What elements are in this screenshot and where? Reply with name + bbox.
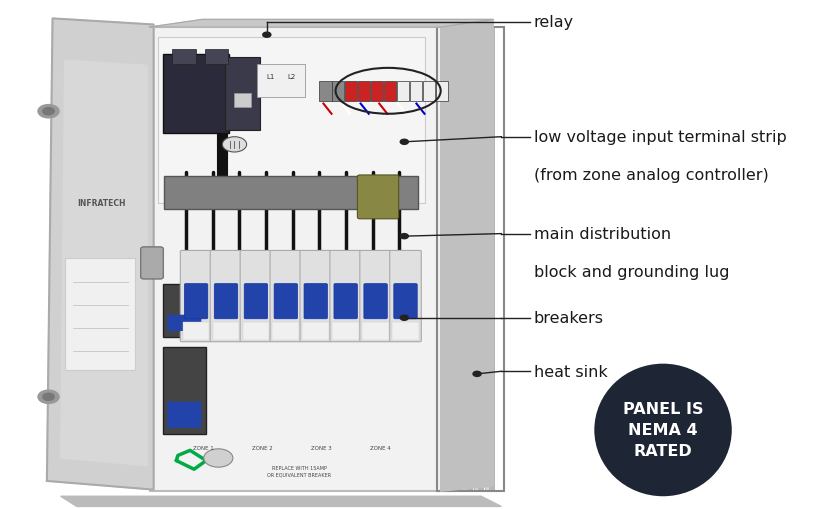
Bar [392,322,419,340]
Text: ZONE 3: ZONE 3 [312,445,332,450]
Bar [302,322,329,340]
FancyBboxPatch shape [66,259,135,370]
Text: REPLACE WITH 15AMP
OR EQUIVALENT BREAKER: REPLACE WITH 15AMP OR EQUIVALENT BREAKER [267,465,331,476]
Text: heat sink: heat sink [533,364,607,379]
Bar [333,322,359,340]
FancyBboxPatch shape [167,315,202,331]
Bar [384,81,396,102]
Bar [319,81,332,102]
Text: ZONE 4: ZONE 4 [370,445,391,450]
Bar [333,81,344,102]
FancyBboxPatch shape [181,251,212,342]
Bar [371,81,383,102]
Polygon shape [47,19,154,490]
Circle shape [38,390,59,404]
FancyBboxPatch shape [164,177,418,210]
FancyBboxPatch shape [210,251,242,342]
FancyBboxPatch shape [140,247,163,279]
Bar [457,28,461,491]
Circle shape [400,234,408,239]
Polygon shape [60,61,147,466]
Bar [452,28,455,491]
Text: PANEL IS
NEMA 4
RATED: PANEL IS NEMA 4 RATED [622,402,703,459]
FancyBboxPatch shape [270,251,302,342]
Circle shape [263,33,270,38]
Text: ZONE 2: ZONE 2 [252,445,273,450]
Bar [243,322,270,340]
Bar [463,28,466,491]
FancyBboxPatch shape [214,284,238,319]
Bar [491,28,494,491]
Bar [474,28,477,491]
FancyBboxPatch shape [304,284,328,319]
Bar [441,28,444,491]
FancyBboxPatch shape [162,348,206,434]
Text: relay: relay [533,15,574,31]
Text: low voltage input terminal strip: low voltage input terminal strip [533,130,786,145]
Text: main distribution: main distribution [533,227,671,242]
FancyBboxPatch shape [244,284,268,319]
Text: INFRATECH: INFRATECH [77,199,126,208]
Bar [410,81,422,102]
Circle shape [400,316,408,321]
Polygon shape [441,20,493,491]
FancyBboxPatch shape [274,284,297,319]
Bar [423,81,435,102]
Bar [183,322,209,340]
FancyBboxPatch shape [360,251,391,342]
Circle shape [400,140,408,145]
Bar [272,322,299,340]
Text: block and grounding lug: block and grounding lug [533,265,729,280]
Circle shape [473,372,481,377]
FancyBboxPatch shape [334,284,357,319]
Polygon shape [60,496,501,506]
FancyBboxPatch shape [390,251,422,342]
FancyBboxPatch shape [162,284,206,337]
Bar [485,28,489,491]
Circle shape [223,137,247,153]
FancyBboxPatch shape [240,251,271,342]
Circle shape [43,393,54,401]
Text: (from zone analog controller): (from zone analog controller) [533,168,769,183]
Bar [358,81,370,102]
Bar [397,81,409,102]
Bar [468,28,472,491]
FancyBboxPatch shape [364,284,387,319]
Polygon shape [150,20,493,28]
Circle shape [204,449,233,467]
Text: breakers: breakers [533,310,604,326]
FancyBboxPatch shape [150,28,444,491]
Bar [479,28,483,491]
FancyBboxPatch shape [225,58,260,131]
Circle shape [43,108,54,116]
FancyBboxPatch shape [330,251,361,342]
FancyBboxPatch shape [184,284,207,319]
FancyBboxPatch shape [167,402,202,428]
Bar [436,81,448,102]
FancyBboxPatch shape [234,94,251,107]
FancyBboxPatch shape [205,50,228,65]
FancyBboxPatch shape [163,54,228,134]
Bar [213,322,239,340]
FancyBboxPatch shape [394,284,417,319]
Circle shape [38,105,59,119]
FancyBboxPatch shape [257,65,305,98]
Bar [362,322,389,340]
Text: L2: L2 [287,74,296,80]
Bar [345,81,357,102]
FancyBboxPatch shape [300,251,332,342]
Ellipse shape [595,364,732,496]
Bar [446,28,450,491]
FancyBboxPatch shape [172,50,196,65]
Text: L1: L1 [267,74,276,80]
Text: ZONE 1: ZONE 1 [193,445,214,450]
FancyBboxPatch shape [158,38,424,204]
FancyBboxPatch shape [357,176,399,219]
